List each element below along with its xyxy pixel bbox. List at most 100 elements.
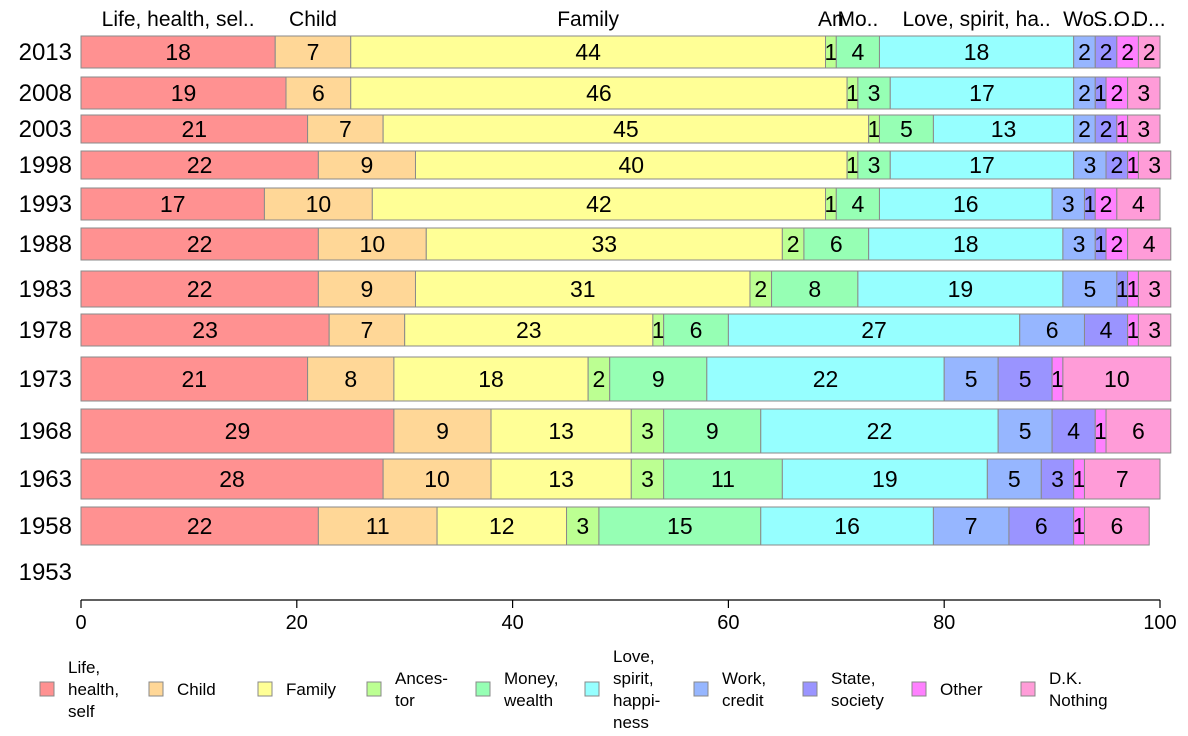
bar-value-label-1983-ancestor: 2 bbox=[754, 276, 767, 302]
bar-value-label-2013-family: 44 bbox=[575, 39, 601, 65]
bar-value-label-1963-other: 1 bbox=[1073, 466, 1086, 492]
bar-value-label-1978-money-wealth: 6 bbox=[690, 317, 703, 343]
bar-value-label-2008-state-society: 1 bbox=[1094, 80, 1107, 106]
bar-value-label-1998-other: 1 bbox=[1127, 152, 1140, 178]
bar-value-label-2013-life-health-self: 18 bbox=[165, 39, 191, 65]
bar-segment-1983-d-k-nothing bbox=[1137, 270, 1172, 308]
bar-segment-1958-work-credit bbox=[932, 506, 1010, 546]
bar-value-label-1963-money-wealth: 11 bbox=[711, 466, 735, 492]
bar-value-label-1968-other: 1 bbox=[1094, 418, 1107, 444]
bar-value-label-1983-other: 1 bbox=[1127, 276, 1140, 302]
bar-value-label-2008-money-wealth: 3 bbox=[868, 80, 881, 106]
top-label-child: Child bbox=[289, 8, 337, 31]
bar-value-label-1998-life-health-self: 22 bbox=[187, 152, 213, 178]
bar-value-label-1983-family: 31 bbox=[570, 276, 596, 302]
bar-segment-1968-work-credit bbox=[997, 408, 1053, 454]
bar-value-label-2013-state-society: 2 bbox=[1100, 39, 1113, 65]
bar-value-label-1958-love-spirit-happiness: 16 bbox=[834, 513, 860, 539]
year-label-1988: 1988 bbox=[19, 231, 72, 258]
bar-value-label-2008-life-health-self: 19 bbox=[171, 80, 197, 106]
year-label-1973: 1973 bbox=[19, 366, 72, 393]
bar-value-label-1988-love-spirit-happiness: 18 bbox=[953, 231, 979, 257]
bar-segment-1993-money-wealth bbox=[835, 187, 880, 221]
bar-segment-1968-d-k-nothing bbox=[1105, 408, 1172, 454]
bar-segment-1963-d-k-nothing bbox=[1083, 458, 1161, 500]
bar-value-label-1988-d-k-nothing: 4 bbox=[1143, 231, 1156, 257]
bar-value-label-1993-ancestor: 1 bbox=[825, 191, 838, 217]
bar-value-label-1968-family: 13 bbox=[548, 418, 574, 444]
bar-value-label-1978-d-k-nothing: 3 bbox=[1148, 317, 1161, 343]
bar-segment-2008-d-k-nothing bbox=[1127, 76, 1161, 110]
bar-value-label-1993-money-wealth: 4 bbox=[851, 191, 864, 217]
bar-value-label-1963-family: 13 bbox=[548, 466, 574, 492]
bar-value-label-1968-life-health-self: 29 bbox=[225, 418, 251, 444]
bar-value-label-1983-d-k-nothing: 3 bbox=[1148, 276, 1161, 302]
bar-value-label-1978-ancestor: 1 bbox=[652, 317, 665, 343]
x-tick-label-0: 0 bbox=[75, 612, 86, 634]
bar-value-label-1998-state-society: 2 bbox=[1110, 152, 1123, 178]
bar-value-label-2003-work-credit: 2 bbox=[1078, 116, 1091, 142]
bar-value-label-2008-ancestor: 1 bbox=[846, 80, 859, 106]
bar-value-label-1993-life-health-self: 17 bbox=[160, 191, 186, 217]
top-label-work-credit: Wo.. bbox=[1063, 8, 1106, 31]
bar-value-label-1963-life-health-self: 28 bbox=[219, 466, 245, 492]
bar-segment-1978-love-spirit-happiness bbox=[727, 313, 1021, 347]
bar-value-label-2003-d-k-nothing: 3 bbox=[1137, 116, 1150, 142]
bar-segment-2008-child bbox=[285, 76, 352, 110]
bar-value-label-1968-child: 9 bbox=[436, 418, 449, 444]
bar-value-label-1973-love-spirit-happiness: 22 bbox=[813, 366, 839, 392]
bar-segment-2003-d-k-nothing bbox=[1127, 114, 1161, 144]
year-label-1963: 1963 bbox=[19, 466, 72, 493]
bar-value-label-1968-love-spirit-happiness: 22 bbox=[867, 418, 893, 444]
bar-value-label-2003-child: 7 bbox=[339, 116, 352, 142]
bar-value-label-2013-other: 2 bbox=[1121, 39, 1134, 65]
bar-segment-1968-child bbox=[393, 408, 492, 454]
bar-value-label-1998-family: 40 bbox=[618, 152, 644, 178]
bar-value-label-1958-state-society: 6 bbox=[1035, 513, 1048, 539]
bar-value-label-1963-child: 10 bbox=[424, 466, 450, 492]
bar-segment-1973-family bbox=[393, 356, 589, 402]
top-label-other: O.. bbox=[1114, 8, 1142, 31]
bar-value-label-1988-child: 10 bbox=[360, 231, 386, 257]
bar-value-label-1988-ancestor: 2 bbox=[787, 231, 800, 257]
bar-segment-1973-state-society bbox=[997, 356, 1053, 402]
bar-value-label-2003-money-wealth: 5 bbox=[900, 116, 913, 142]
bar-value-label-2013-love-spirit-happiness: 18 bbox=[964, 39, 990, 65]
legend-swatch-love-spirit-happiness bbox=[584, 681, 600, 697]
bar-segment-1958-d-k-nothing bbox=[1083, 506, 1150, 546]
bar-segment-1958-money-wealth bbox=[598, 506, 762, 546]
legend-label-d-k-nothing: D.K. Nothing bbox=[1049, 669, 1108, 710]
year-label-1953: 1953 bbox=[19, 559, 72, 586]
bar-value-label-1988-work-credit: 3 bbox=[1073, 231, 1086, 257]
bar-segment-2013-family bbox=[350, 35, 827, 69]
bar-segment-1988-d-k-nothing bbox=[1127, 227, 1172, 261]
bar-segment-1993-child bbox=[263, 187, 373, 221]
bar-value-label-1993-work-credit: 3 bbox=[1062, 191, 1075, 217]
year-label-1998: 1998 bbox=[19, 152, 72, 179]
bar-value-label-1958-ancestor: 3 bbox=[576, 513, 589, 539]
bar-value-label-1963-love-spirit-happiness: 19 bbox=[872, 466, 898, 492]
bar-segment-1978-family bbox=[404, 313, 654, 347]
bar-value-label-2013-money-wealth: 4 bbox=[851, 39, 864, 65]
year-label-1968: 1968 bbox=[19, 418, 72, 445]
legend-swatch-state-society bbox=[802, 681, 818, 697]
bar-value-label-1958-d-k-nothing: 6 bbox=[1110, 513, 1123, 539]
bar-segment-2003-love-spirit-happiness bbox=[932, 114, 1075, 144]
bar-value-label-1993-love-spirit-happiness: 16 bbox=[953, 191, 979, 217]
bar-value-label-1973-money-wealth: 9 bbox=[652, 366, 665, 392]
bar-value-label-2008-work-credit: 2 bbox=[1078, 80, 1091, 106]
bar-segment-2013-child bbox=[274, 35, 352, 69]
bar-segment-1998-d-k-nothing bbox=[1137, 150, 1172, 180]
bar-value-label-1958-family: 12 bbox=[489, 513, 515, 539]
bar-value-label-1998-love-spirit-happiness: 17 bbox=[969, 152, 995, 178]
bar-value-label-2003-other: 1 bbox=[1116, 116, 1129, 142]
bar-segment-1993-love-spirit-happiness bbox=[878, 187, 1053, 221]
bar-value-label-1963-d-k-nothing: 7 bbox=[1116, 466, 1129, 492]
bar-segment-2003-family bbox=[382, 114, 870, 144]
bar-value-label-1973-ancestor: 2 bbox=[593, 366, 606, 392]
x-axis: 0 20 40 60 80 100 bbox=[75, 599, 1177, 634]
legend-label-money-wealth: Money, wealth bbox=[503, 669, 559, 710]
bar-segment-1963-family bbox=[490, 458, 632, 500]
bar-value-label-1988-state-society: 1 bbox=[1094, 231, 1107, 257]
